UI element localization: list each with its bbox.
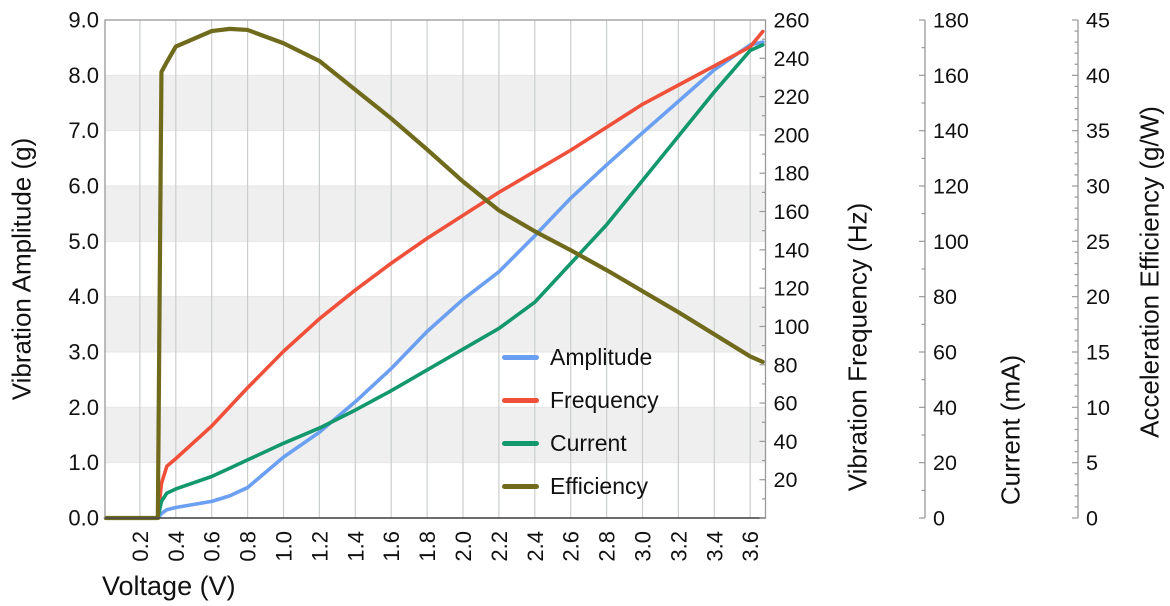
y-tick-label-amplitude: 0.0 bbox=[68, 506, 99, 531]
y-tick-label-amplitude: 5.0 bbox=[68, 229, 99, 254]
x-tick-label: 0.6 bbox=[200, 531, 225, 562]
x-tick-label: 2.6 bbox=[559, 531, 584, 562]
y-tick-label-efficiency: 40 bbox=[1086, 64, 1110, 88]
plot-band bbox=[105, 407, 766, 463]
x-tick-label: 0.4 bbox=[164, 531, 189, 562]
y-tick-label-efficiency: 30 bbox=[1086, 175, 1110, 199]
legend-item-frequency: Frequency bbox=[502, 386, 659, 413]
legend-item-efficiency: Efficiency bbox=[502, 472, 659, 499]
x-tick-label: 1.0 bbox=[272, 531, 297, 562]
legend-item-amplitude: Amplitude bbox=[502, 343, 659, 370]
legend-swatch-efficiency bbox=[502, 483, 539, 489]
series-line-efficiency bbox=[103, 26, 765, 521]
x-tick-label: 3.6 bbox=[738, 531, 763, 562]
y-tick-label-amplitude: 2.0 bbox=[68, 395, 99, 420]
y-tick-label-current: 80 bbox=[933, 285, 957, 309]
plot-band bbox=[105, 75, 766, 131]
y-tick-label-current: 60 bbox=[933, 341, 957, 365]
y-tick-label-current: 100 bbox=[933, 230, 969, 254]
y-tick-label-amplitude: 9.0 bbox=[68, 8, 99, 33]
x-tick-label: 3.4 bbox=[702, 531, 727, 562]
x-tick-label: 2.2 bbox=[487, 531, 512, 562]
y-tick-label-frequency: 60 bbox=[774, 392, 798, 416]
y-tick-label-frequency: 20 bbox=[774, 468, 798, 492]
y-tick-label-amplitude: 6.0 bbox=[68, 174, 99, 199]
y-tick-label-frequency: 120 bbox=[774, 277, 810, 301]
y-tick-label-efficiency: 0 bbox=[1086, 507, 1098, 531]
y-tick-label-amplitude: 8.0 bbox=[68, 63, 99, 88]
legend-item-current: Current bbox=[502, 429, 659, 456]
y-axis-title-amplitude: Vibration Amplitude (g) bbox=[6, 137, 37, 401]
y-tick-label-efficiency: 5 bbox=[1086, 451, 1098, 475]
y-tick-label-efficiency: 10 bbox=[1086, 396, 1110, 420]
y-tick-label-current: 0 bbox=[933, 507, 945, 531]
y-tick-label-current: 160 bbox=[933, 64, 969, 88]
legend-label: Current bbox=[550, 429, 627, 456]
y-tick-label-efficiency: 35 bbox=[1086, 119, 1110, 143]
y-tick-label-amplitude: 4.0 bbox=[68, 284, 99, 309]
y-tick-label-current: 140 bbox=[933, 119, 969, 143]
x-tick-label: 1.2 bbox=[307, 531, 332, 562]
y-axis-title-current: Current (mA) bbox=[995, 354, 1026, 506]
x-tick-label: 0.8 bbox=[236, 531, 261, 562]
y-tick-label-efficiency: 45 bbox=[1086, 9, 1110, 33]
series-line-amplitude bbox=[103, 40, 765, 520]
y-tick-label-frequency: 140 bbox=[774, 238, 810, 262]
y-tick-label-amplitude: 7.0 bbox=[68, 118, 99, 143]
x-tick-label: 1.4 bbox=[343, 531, 368, 562]
series-line-current bbox=[103, 43, 765, 520]
y-tick-label-frequency: 100 bbox=[774, 315, 810, 339]
x-tick-label: 2.8 bbox=[595, 531, 620, 562]
y-tick-label-frequency: 260 bbox=[774, 9, 810, 33]
x-tick-label: 3.0 bbox=[631, 531, 656, 562]
x-tick-label: 1.8 bbox=[415, 531, 440, 562]
y-tick-label-frequency: 240 bbox=[774, 47, 810, 71]
legend-swatch-current bbox=[502, 440, 539, 446]
series-line-frequency bbox=[103, 29, 765, 520]
y-tick-label-frequency: 40 bbox=[774, 430, 798, 454]
y-tick-label-frequency: 80 bbox=[774, 353, 798, 377]
y-tick-label-frequency: 220 bbox=[774, 85, 810, 109]
y-axis-title-frequency: Vibration Frequency (Hz) bbox=[842, 202, 873, 492]
y-tick-label-efficiency: 25 bbox=[1086, 230, 1110, 254]
y-tick-label-current: 40 bbox=[933, 396, 957, 420]
y-tick-label-frequency: 200 bbox=[774, 123, 810, 147]
x-tick-label: 2.4 bbox=[523, 531, 548, 562]
legend: Amplitude Frequency Current Efficiency bbox=[502, 343, 659, 499]
y-tick-label-efficiency: 15 bbox=[1086, 341, 1110, 365]
legend-label: Frequency bbox=[550, 386, 659, 413]
y-tick-label-efficiency: 20 bbox=[1086, 285, 1110, 309]
y-tick-label-current: 180 bbox=[933, 9, 969, 33]
x-tick-label: 1.6 bbox=[379, 531, 404, 562]
legend-swatch-frequency bbox=[502, 397, 539, 403]
y-tick-label-frequency: 180 bbox=[774, 162, 810, 186]
x-tick-label: 0.2 bbox=[128, 531, 153, 562]
legend-label: Amplitude bbox=[550, 343, 653, 370]
x-tick-label: 3.2 bbox=[666, 531, 691, 562]
x-axis-title: Voltage (V) bbox=[102, 571, 236, 601]
y-axis-title-efficiency: Acceleration Efficiency (g/W) bbox=[1134, 106, 1165, 438]
y-tick-label-current: 20 bbox=[933, 451, 957, 475]
y-tick-label-amplitude: 1.0 bbox=[68, 450, 99, 475]
legend-label: Efficiency bbox=[550, 472, 649, 499]
y-tick-label-current: 120 bbox=[933, 175, 969, 199]
y-tick-label-amplitude: 3.0 bbox=[68, 340, 99, 365]
x-tick-label: 2.0 bbox=[451, 531, 476, 562]
legend-swatch-amplitude bbox=[502, 354, 539, 360]
y-tick-label-frequency: 160 bbox=[774, 200, 810, 224]
